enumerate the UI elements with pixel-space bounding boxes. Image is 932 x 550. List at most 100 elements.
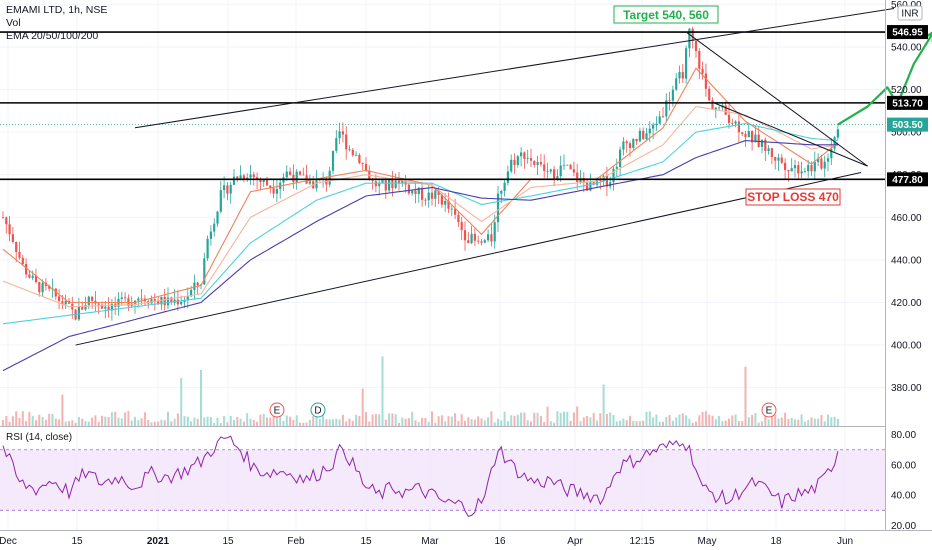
candle-body: [272, 188, 275, 194]
volume-bar: [249, 418, 252, 426]
candle-body: [652, 124, 655, 129]
price-label-text: 503.50: [892, 120, 923, 131]
candle-body: [803, 171, 806, 173]
candle-body: [196, 282, 199, 286]
volume-bar: [325, 419, 328, 426]
volume-bar: [417, 422, 420, 426]
candle-body: [351, 149, 354, 156]
rsi-axis[interactable]: 20.00 40.00 60.00 80.00: [891, 430, 916, 532]
candle-body: [754, 134, 757, 143]
candle-body: [209, 231, 212, 239]
candle-body: [18, 251, 21, 258]
volume-bar: [308, 419, 311, 426]
volume-bar: [658, 421, 661, 426]
candle-body: [523, 152, 526, 159]
candle-body: [800, 171, 803, 174]
volume-bar: [731, 415, 734, 426]
price-label-text: 546.95: [892, 28, 923, 39]
candle-body: [793, 165, 797, 169]
volume-bar: [625, 420, 628, 426]
candle-body: [520, 152, 523, 157]
volume-bar: [147, 419, 150, 426]
candle-body: [242, 175, 245, 179]
candle-body: [589, 182, 592, 191]
volume-bar: [365, 412, 367, 426]
candle-body: [8, 224, 11, 235]
time-tick-label: 15: [71, 536, 83, 547]
volume-bar: [648, 411, 651, 426]
volume-bar: [338, 419, 341, 426]
event-marker-circle: [269, 402, 285, 418]
horizontal-levels: [0, 31, 885, 181]
candle-body: [256, 177, 259, 180]
volume-bar: [246, 413, 249, 426]
volume-bar: [167, 411, 169, 426]
candle-body: [529, 158, 533, 161]
candle-body: [463, 230, 467, 241]
trendline: [75, 172, 862, 346]
candle-body: [341, 131, 344, 135]
volume-bar: [780, 417, 783, 426]
volume-bar: [318, 419, 321, 426]
volume-bar: [434, 422, 437, 426]
candle-body: [516, 156, 519, 165]
candle-body: [784, 162, 787, 171]
candle-body: [493, 222, 496, 242]
volume-bar: [477, 416, 480, 426]
volume-bar: [761, 421, 763, 426]
price-pane-background: [0, 0, 885, 426]
candle-body: [625, 141, 628, 144]
volume-bar: [487, 417, 490, 426]
volume-bar: [97, 422, 100, 426]
volume-bar: [328, 419, 331, 426]
candle-body: [473, 233, 476, 241]
candle-body: [223, 185, 226, 191]
rsi-band: [0, 449, 885, 511]
volume-bar: [836, 418, 839, 426]
rsi-pane[interactable]: RSI (14, close): [0, 432, 885, 517]
volume-bar: [117, 417, 120, 426]
volume-bar: [619, 420, 622, 426]
volume-bar: [295, 415, 298, 426]
volume-bar: [137, 420, 140, 426]
volume-bar: [645, 411, 648, 426]
time-axis[interactable]: Dec 15 2021 15 Feb 15 Mar 16 Apr 12:15 May 18 Jun: [0, 536, 853, 547]
volume-bar: [104, 416, 107, 426]
volume-bar: [275, 411, 278, 426]
candle-body: [487, 234, 490, 241]
price-tick-label: 460.00: [891, 213, 922, 224]
time-tick-label: 12:15: [629, 536, 654, 547]
volume-bar: [200, 369, 202, 426]
candle-body: [500, 190, 503, 194]
volume-bar: [579, 421, 582, 426]
candle-body: [41, 282, 44, 293]
volume-bar: [747, 417, 750, 426]
candle-body: [434, 190, 437, 199]
candle-body: [506, 171, 509, 183]
price-tick-label: 560.00: [891, 0, 922, 11]
candle-body: [645, 133, 648, 140]
candle-body: [807, 165, 810, 172]
volume-bar: [101, 415, 103, 426]
volume-bar: [460, 414, 463, 426]
chart-legend[interactable]: EMAMI LTD, 1h, NSE Vol EMA 20/50/100/200: [6, 4, 107, 43]
time-tick-label: 2021: [147, 536, 170, 547]
volume-bar: [513, 415, 516, 426]
volume-bar: [2, 420, 4, 426]
volume-bar: [124, 412, 127, 426]
candle-body: [760, 139, 764, 147]
volume-bar: [721, 421, 724, 426]
price-pane[interactable]: E D E Target 540, 560 STOP LOSS 470: [0, 0, 932, 530]
candle-body: [163, 296, 166, 306]
volume-bar: [157, 421, 160, 426]
price-label-box: [887, 117, 928, 132]
volume-bar: [229, 415, 232, 426]
volume-bar: [143, 412, 146, 426]
candle-body: [285, 171, 288, 178]
price-labels: 546.95 513.70 503.50 477.80: [887, 25, 928, 187]
volume-bar: [160, 419, 163, 426]
legend-symbol: EMAMI LTD, 1h, NSE: [6, 4, 108, 16]
volume-bar: [691, 422, 694, 426]
event-marker-label: D: [314, 406, 321, 417]
currency-badge[interactable]: INR: [897, 5, 923, 21]
